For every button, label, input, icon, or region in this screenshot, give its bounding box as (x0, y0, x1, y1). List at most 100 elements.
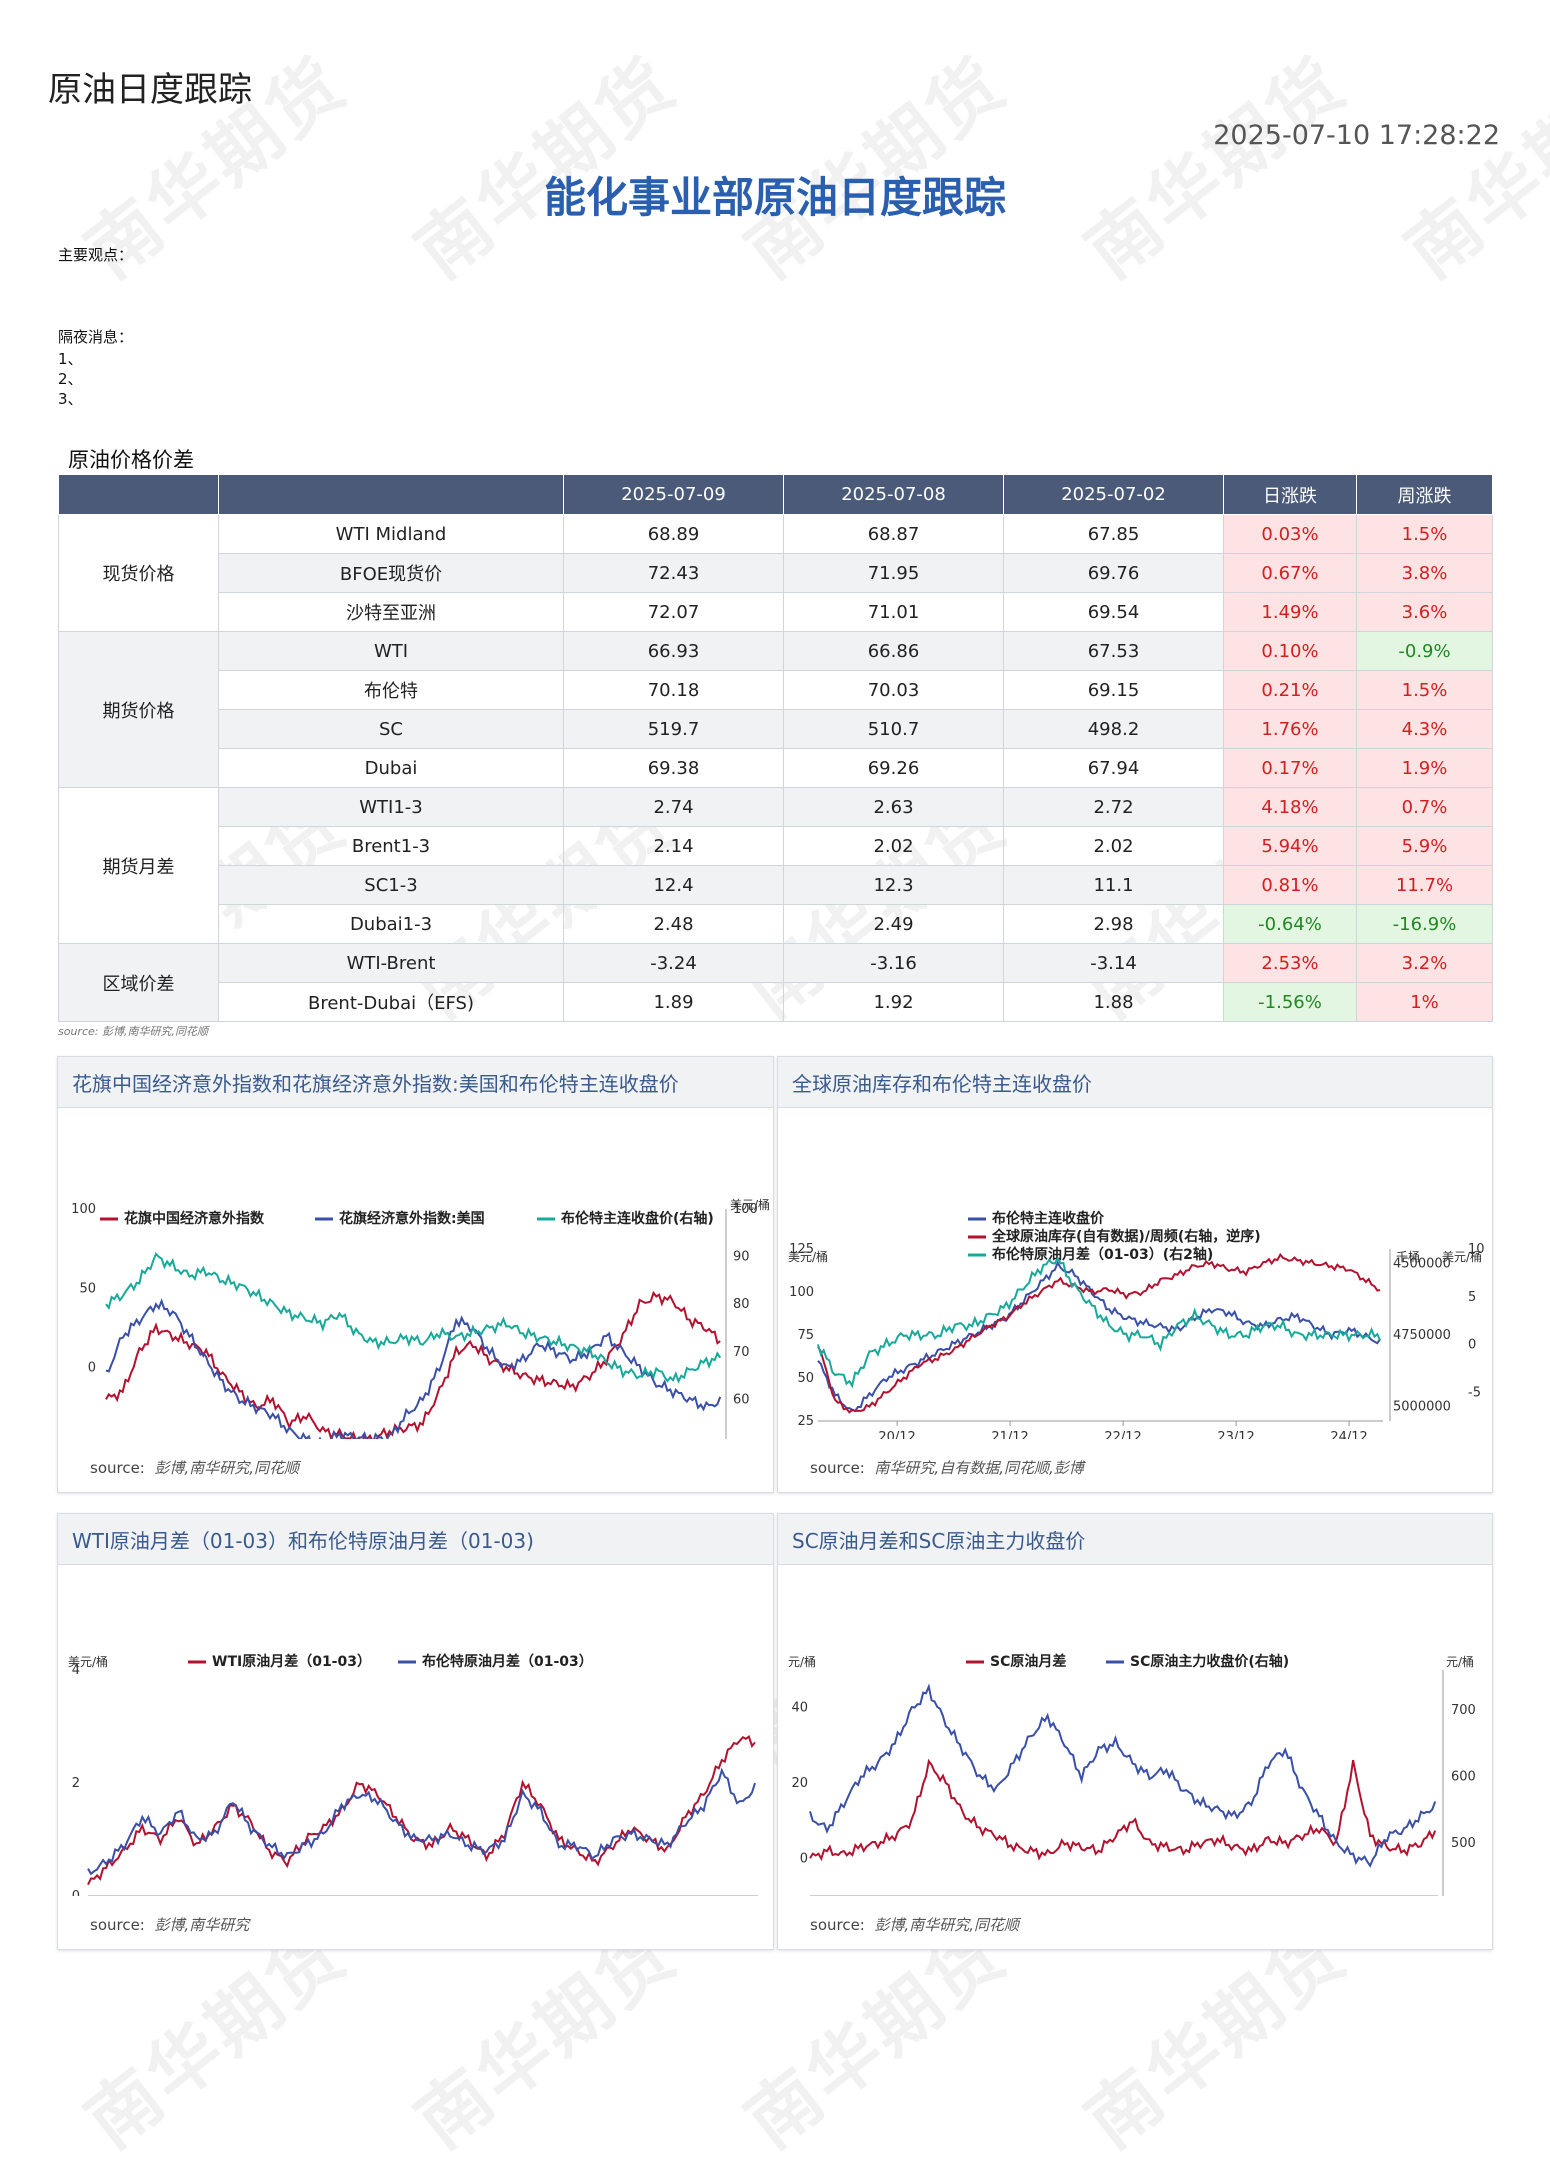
weekly-change-cell: 4.3% (1356, 709, 1493, 749)
table-row: 现货价格 WTI Midland 68.89 68.87 67.85 0.03% 1.5% (58, 514, 1493, 632)
value-cell: 66.86 (783, 631, 1004, 671)
x-tick-label: 24/12 (1330, 1430, 1367, 1439)
value-cell: 519.7 (563, 709, 784, 749)
watermark: 南华期货 (730, 40, 1022, 295)
group-label: 现货价格 (58, 514, 219, 632)
chart-panel-citi-surprise: 花旗中国经济意外指数和花旗经济意外指数:美国和布伦特主连收盘价 100500-5… (57, 1056, 774, 1493)
y2-axis-unit: 千桶 (1396, 1249, 1420, 1264)
overnight-news-label: 隔夜消息： (58, 328, 134, 346)
citi-surprise-chart: 100500-501009080706050美元/桶24/0424/0824/1… (71, 1197, 770, 1439)
column-header: 2025-07-02 (1003, 474, 1224, 515)
value-cell: 66.93 (563, 631, 784, 671)
legend-label: SC原油月差 (990, 1653, 1066, 1670)
group-label: 期货月差 (58, 787, 219, 944)
weekly-change-cell: 1.5% (1356, 670, 1493, 710)
weekly-change-cell: -0.9% (1356, 631, 1493, 671)
value-cell: 1.88 (1003, 982, 1224, 1022)
group-label: 期货价格 (58, 631, 219, 788)
table-row: SC 519.7 510.7 498.2 1.76% 4.3% (59, 709, 1493, 749)
y2-axis-unit: 美元/桶 (730, 1197, 770, 1212)
y2-tick-label: 600 (1451, 1769, 1476, 1784)
chart-panel-sc-spread: SC原油月差和SC原油主力收盘价 40200元/桶700600500元/桶23/… (777, 1513, 1493, 1950)
item-cell: Brent-Dubai（EFS) (218, 982, 564, 1022)
value-cell: -3.14 (1003, 943, 1224, 983)
y3-tick-label: 0 (1468, 1338, 1476, 1353)
value-cell: 2.72 (1003, 787, 1224, 827)
table-row: SC1-3 12.4 12.3 11.1 0.81% 11.7% (59, 865, 1493, 905)
panel-source: source: 彭博,南华研究,同花顺 (90, 1459, 299, 1477)
table-row: 沙特至亚洲 72.07 71.01 69.54 1.49% 3.6% (59, 592, 1493, 632)
y2-tick-label: 80 (733, 1297, 750, 1312)
series-line (87, 1767, 756, 1876)
y2-tick-label: 4500000 (1393, 1256, 1451, 1271)
weekly-change-cell: -16.9% (1356, 904, 1493, 944)
x-tick-label: 22/12 (1104, 1430, 1141, 1439)
y2-tick-label: 4750000 (1393, 1328, 1451, 1343)
x-tick-label: 21/12 (991, 1430, 1028, 1439)
value-cell: 69.38 (563, 748, 784, 788)
y-tick-label: 0 (88, 1361, 96, 1376)
news-item: 2、 (58, 370, 83, 388)
item-cell: 布伦特 (218, 670, 564, 710)
table-source: source: 彭博,南华研究,同花顺 (58, 1025, 208, 1038)
y-tick-label: 0 (800, 1851, 808, 1866)
item-cell: SC (218, 709, 564, 749)
table-row: BFOE现货价 72.43 71.95 69.76 0.67% 3.8% (59, 553, 1493, 593)
value-cell: -3.24 (563, 943, 784, 983)
panel-source: source: 彭博,南华研究,同花顺 (810, 1916, 1019, 1934)
panel-title: WTI原油月差（01-03）和布伦特原油月差（01-03) (58, 1514, 773, 1565)
y-axis-unit: 美元/桶 (68, 1654, 108, 1669)
news-item: 3、 (58, 390, 83, 408)
x-tick-label: 20/12 (878, 1430, 915, 1439)
y2-tick-label: 70 (733, 1345, 750, 1360)
value-cell: 67.85 (1003, 514, 1224, 554)
group-label: 区域价差 (58, 943, 219, 1022)
value-cell: 70.03 (783, 670, 1004, 710)
legend-label: SC原油主力收盘价(右轴) (1130, 1653, 1289, 1670)
y-tick-label: 50 (797, 1371, 814, 1386)
y2-axis-unit: 元/桶 (1446, 1654, 1474, 1669)
legend-label: 全球原油库存(自有数据)/周频(右轴，逆序) (991, 1228, 1261, 1245)
series-line (817, 1252, 1381, 1414)
value-cell: 510.7 (783, 709, 1004, 749)
value-cell: 67.94 (1003, 748, 1224, 788)
item-cell: Brent1-3 (218, 826, 564, 866)
value-cell: 2.02 (783, 826, 1004, 866)
watermark: 南华期货 (400, 40, 692, 295)
value-cell: 12.4 (563, 865, 784, 905)
table-row: 期货月差 WTI1-3 2.74 2.63 2.72 4.18% 0.7% (58, 787, 1493, 944)
y-tick-label: 75 (797, 1328, 814, 1343)
value-cell: 2.74 (563, 787, 784, 827)
item-cell: Dubai (218, 748, 564, 788)
value-cell: 2.02 (1003, 826, 1224, 866)
price-table-title: 原油价格价差 (68, 448, 194, 472)
panel-title: 花旗中国经济意外指数和花旗经济意外指数:美国和布伦特主连收盘价 (58, 1057, 773, 1108)
weekly-change-cell: 3.8% (1356, 553, 1493, 593)
y2-tick-label: 500 (1451, 1836, 1476, 1851)
x-tick-label: 23/12 (1217, 1430, 1254, 1439)
series-line (105, 1298, 722, 1439)
y-tick-label: 100 (71, 1202, 96, 1217)
y-axis-unit: 美元/桶 (788, 1249, 828, 1264)
legend-label: 布伦特主连收盘价(右轴) (561, 1210, 714, 1227)
chart-panel-global-inventory: 全球原油库存和布伦特主连收盘价 125 100 75 50 25 美元/桶 4500000 4… (777, 1056, 1493, 1493)
news-item: 1、 (58, 350, 83, 368)
table-row: Brent1-3 2.14 2.02 2.02 5.94% 5.9% (59, 826, 1493, 866)
value-cell: 72.07 (563, 592, 784, 632)
y-tick-label: 50 (79, 1281, 96, 1296)
y-tick-label: 40 (791, 1701, 808, 1716)
weekly-change-cell: 1% (1356, 982, 1493, 1022)
item-cell: WTI (218, 631, 564, 671)
weekly-change-cell: 3.6% (1356, 592, 1493, 632)
item-cell: Dubai1-3 (218, 904, 564, 944)
value-cell: 11.1 (1003, 865, 1224, 905)
series-line (809, 1758, 1437, 1862)
value-cell: 69.54 (1003, 592, 1224, 632)
daily-change-cell: 1.76% (1223, 709, 1357, 749)
value-cell: 68.87 (783, 514, 1004, 554)
watermark: 南华期货 (1070, 40, 1362, 295)
item-cell: BFOE现货价 (218, 553, 564, 593)
table-header-row: 2025-07-09 2025-07-08 2025-07-02 日涨跌 周涨跌 (58, 474, 1493, 515)
daily-change-cell: 0.81% (1223, 865, 1357, 905)
